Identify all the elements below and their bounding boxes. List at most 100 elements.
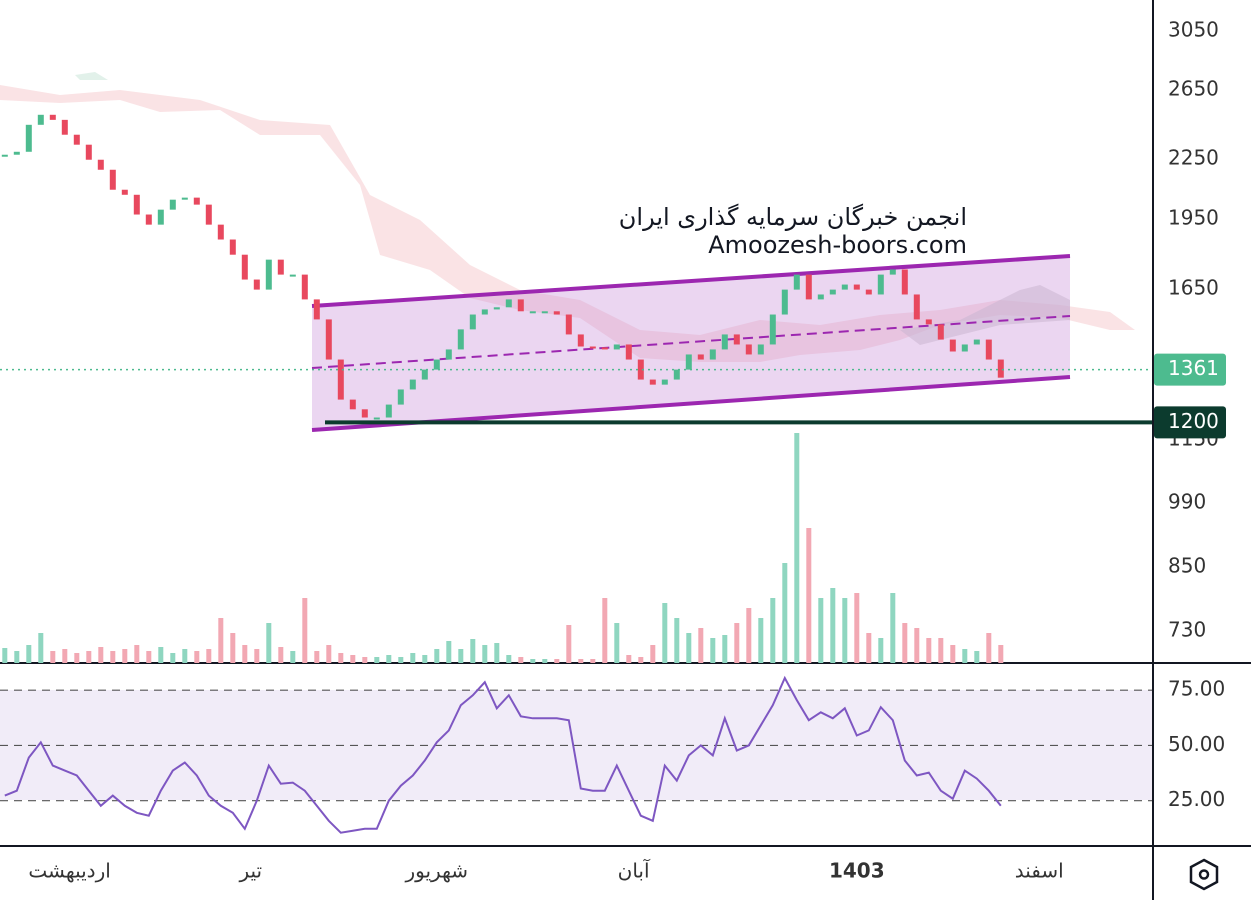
volume-bar bbox=[218, 618, 224, 663]
candle bbox=[505, 299, 512, 308]
candle bbox=[301, 274, 308, 300]
candle bbox=[169, 199, 176, 210]
candle bbox=[733, 334, 740, 345]
volume-bar bbox=[506, 655, 512, 663]
candle bbox=[937, 324, 944, 340]
volume-bar bbox=[914, 628, 920, 663]
channel-fill bbox=[312, 256, 1070, 430]
candle bbox=[445, 349, 452, 360]
candle bbox=[469, 314, 476, 330]
candle bbox=[13, 151, 20, 155]
volume-bar bbox=[314, 651, 320, 663]
volume-bar bbox=[278, 647, 284, 663]
volume-bar bbox=[110, 651, 116, 663]
candle bbox=[649, 379, 656, 385]
candle bbox=[85, 144, 92, 160]
x-tick-label: 1403 bbox=[829, 859, 885, 883]
volume-bar bbox=[470, 639, 476, 663]
volume-bar bbox=[206, 649, 212, 663]
candle bbox=[949, 339, 956, 352]
candle bbox=[205, 204, 212, 225]
volume-bar bbox=[170, 653, 176, 663]
settings-icon[interactable] bbox=[1198, 869, 1210, 880]
volume-bar bbox=[614, 623, 620, 663]
x-tick-label: شهریور bbox=[405, 859, 469, 883]
volume-bar bbox=[350, 655, 356, 663]
volume-bar bbox=[974, 651, 980, 663]
volume-bar bbox=[902, 623, 908, 663]
volume-bar bbox=[698, 628, 704, 663]
volume-bar bbox=[74, 653, 80, 663]
settings-icon[interactable] bbox=[1189, 858, 1219, 891]
candle bbox=[289, 274, 296, 277]
candle bbox=[793, 274, 800, 290]
candle bbox=[337, 359, 344, 400]
volume-bar bbox=[794, 433, 800, 663]
y-tick-label: 3050 bbox=[1168, 18, 1219, 42]
volume-bar bbox=[518, 657, 524, 663]
volume-bar bbox=[590, 659, 596, 663]
candle bbox=[193, 197, 200, 205]
volume-bar bbox=[374, 657, 380, 663]
candle bbox=[889, 269, 896, 275]
channel-top bbox=[311, 254, 1071, 308]
volume-bar bbox=[458, 649, 464, 663]
y-tick-label: 2250 bbox=[1168, 145, 1219, 169]
volume-bar bbox=[122, 649, 128, 663]
volume-bar bbox=[626, 655, 632, 663]
volume-bar bbox=[998, 645, 1004, 663]
volume-bar bbox=[878, 638, 884, 663]
candle bbox=[325, 319, 332, 360]
candle bbox=[925, 319, 932, 325]
volume-bar bbox=[866, 633, 872, 663]
candle bbox=[973, 339, 980, 345]
candle bbox=[637, 359, 644, 380]
candle bbox=[961, 344, 968, 352]
candle bbox=[157, 209, 164, 225]
candle bbox=[829, 289, 836, 295]
volume-bar bbox=[422, 655, 428, 663]
volume-bar bbox=[194, 651, 200, 663]
candle bbox=[613, 344, 620, 350]
volume-bar bbox=[230, 633, 236, 663]
volume-bar bbox=[770, 598, 776, 663]
candle bbox=[745, 344, 752, 355]
candle bbox=[529, 311, 536, 314]
candle bbox=[577, 334, 584, 347]
candle bbox=[913, 294, 920, 320]
cloud bbox=[0, 85, 1135, 362]
candle bbox=[121, 189, 128, 195]
candle bbox=[1, 154, 8, 157]
candle bbox=[553, 311, 560, 315]
candle bbox=[397, 389, 404, 405]
volume-bar bbox=[830, 588, 836, 663]
volume-bar bbox=[302, 598, 308, 663]
price-level-label: 1361 bbox=[1168, 356, 1219, 380]
volume-bar bbox=[386, 655, 392, 663]
candle bbox=[997, 359, 1004, 378]
annotation: Amoozesh-boors.com bbox=[708, 231, 967, 259]
volume-bar bbox=[338, 653, 344, 663]
y-tick-label: 850 bbox=[1168, 553, 1206, 577]
y-tick-label: 25.00 bbox=[1168, 787, 1225, 811]
candle bbox=[181, 197, 188, 200]
y-tick-label: 1650 bbox=[1168, 275, 1219, 299]
volume-bar bbox=[578, 659, 584, 663]
candle bbox=[709, 349, 716, 360]
volume-bar bbox=[926, 638, 932, 663]
volume-bar bbox=[410, 653, 416, 663]
candle bbox=[781, 289, 788, 315]
volume-bar bbox=[938, 638, 944, 663]
candle bbox=[385, 404, 392, 418]
candle bbox=[73, 134, 80, 145]
volume-bar bbox=[242, 645, 248, 663]
candle bbox=[901, 269, 908, 295]
candle bbox=[61, 119, 68, 135]
y-tick-label: 730 bbox=[1168, 617, 1206, 641]
candle bbox=[769, 314, 776, 345]
candle bbox=[421, 369, 428, 380]
volume-bar bbox=[182, 649, 188, 663]
candle bbox=[97, 159, 104, 170]
volume-bar bbox=[446, 641, 452, 663]
